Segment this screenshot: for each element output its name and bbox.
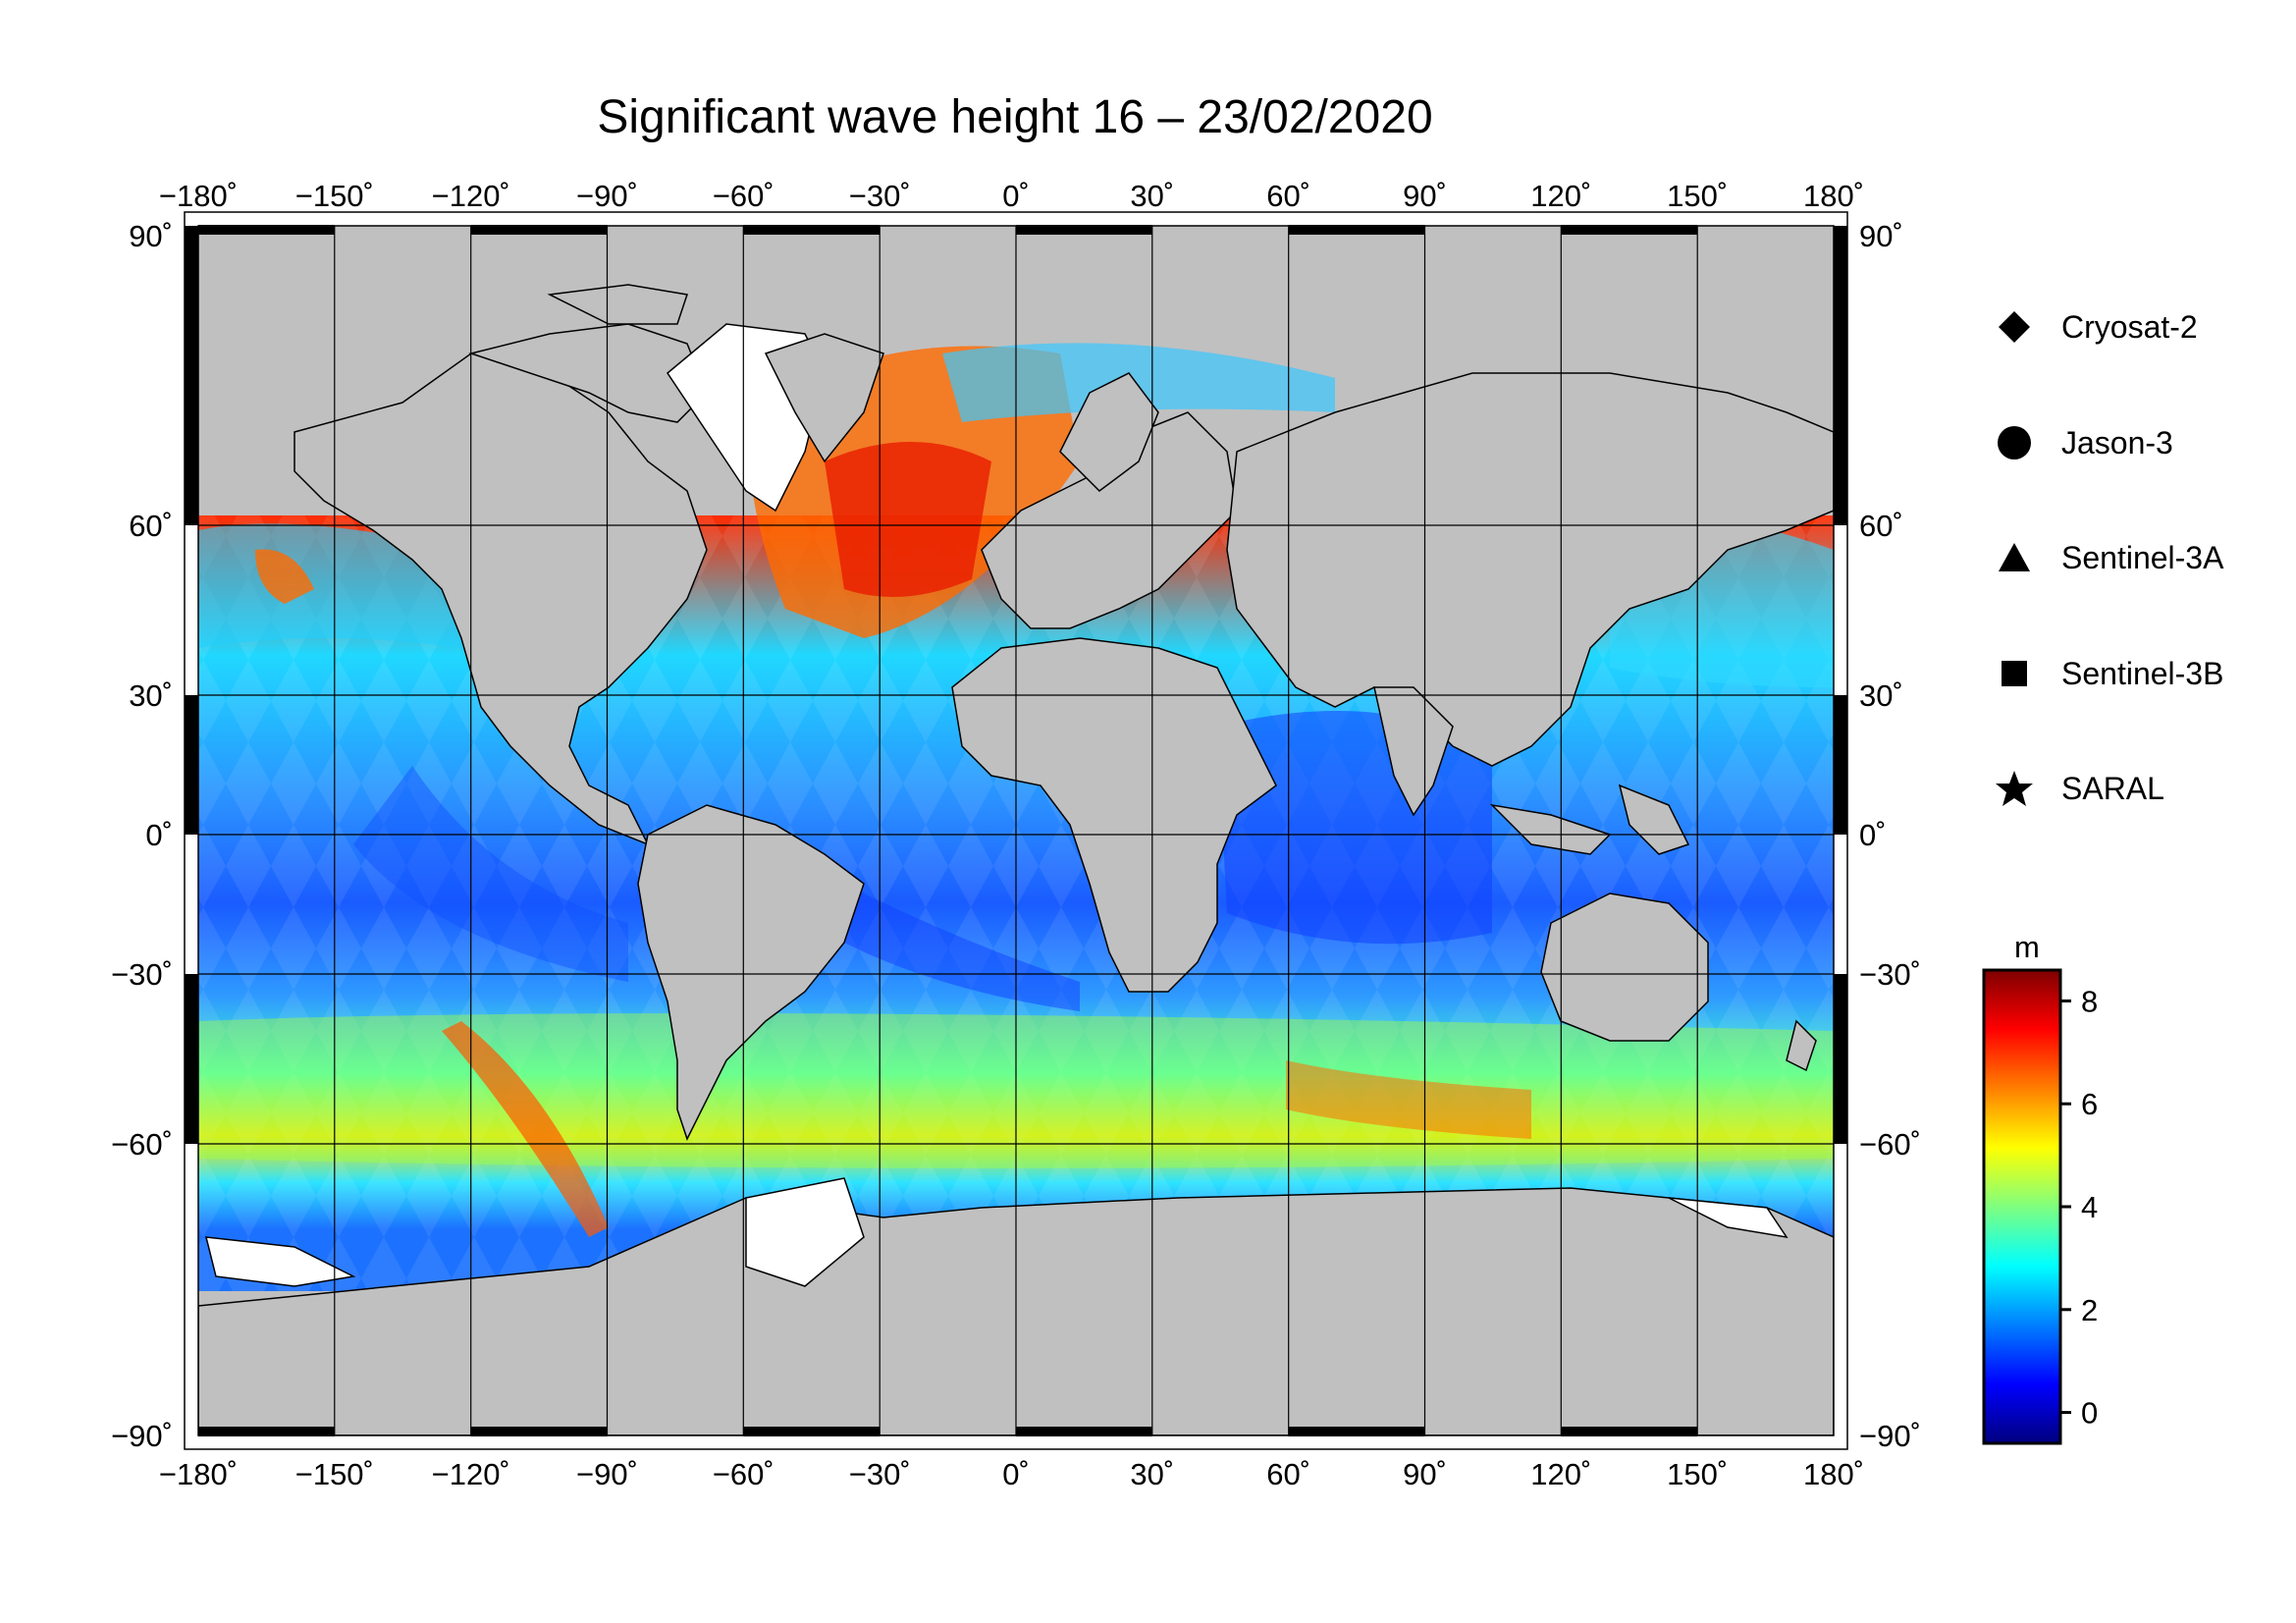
lat-tick-left: −30˚ <box>111 957 173 992</box>
lon-tick-bottom: 0˚ <box>1002 1457 1030 1491</box>
colorbar: m 8 6 4 2 0 <box>1982 930 2098 1445</box>
lon-tick-bottom: −150˚ <box>295 1457 374 1491</box>
lon-tick-bottom: −180˚ <box>159 1457 238 1491</box>
lat-tick-left: 60˚ <box>129 509 173 543</box>
colorbar-ticks: 8 6 4 2 0 <box>2060 984 2098 1431</box>
lat-tick-right: 0˚ <box>1859 818 1887 852</box>
star-icon <box>1993 767 2036 810</box>
triangle-icon <box>1993 536 2036 579</box>
lat-tick-left: 30˚ <box>129 678 173 713</box>
diamond-icon <box>1993 305 2036 349</box>
legend-item-jason-3: Jason-3 <box>1993 418 2173 467</box>
lon-tick-top: −90˚ <box>576 179 638 213</box>
lon-tick-top: 0˚ <box>1002 179 1030 213</box>
legend-label: Sentinel-3A <box>2061 539 2224 575</box>
lat-tick-left: 0˚ <box>145 818 173 852</box>
lon-tick-bottom: 150˚ <box>1667 1457 1728 1491</box>
lon-tick-top: 60˚ <box>1266 179 1310 213</box>
lat-tick-right: −60˚ <box>1859 1127 1921 1162</box>
lon-tick-top: 180˚ <box>1803 179 1864 213</box>
lon-ticks-bottom: −180˚ −150˚ −120˚ −90˚ −60˚ −30˚ 0˚ 30˚ … <box>159 1457 1864 1491</box>
colorbar-unit: m <box>2014 930 2040 964</box>
legend-label: Jason-3 <box>2061 424 2173 460</box>
lon-tick-bottom: 30˚ <box>1130 1457 1174 1491</box>
legend-label: Sentinel-3B <box>2061 655 2224 691</box>
lat-tick-left: −90˚ <box>111 1419 173 1453</box>
colorbar-tick-label: 0 <box>2081 1396 2098 1431</box>
lon-tick-top: −30˚ <box>849 179 911 213</box>
lon-tick-top: −120˚ <box>432 179 510 213</box>
colorbar-scale <box>1982 968 2062 1445</box>
lon-tick-bottom: −120˚ <box>432 1457 510 1491</box>
lon-tick-bottom: 180˚ <box>1803 1457 1864 1491</box>
lat-tick-right: 60˚ <box>1859 509 1903 543</box>
lon-tick-top: 120˚ <box>1530 179 1591 213</box>
map-title: Significant wave height 16 – 23/02/2020 <box>597 91 1433 143</box>
legend-label: Cryosat-2 <box>2061 308 2198 345</box>
circle-icon <box>1993 421 2036 464</box>
colorbar-tick-label: 6 <box>2081 1087 2098 1121</box>
lon-tick-bottom: 120˚ <box>1530 1457 1591 1491</box>
lon-tick-top: 150˚ <box>1667 179 1728 213</box>
lat-tick-right: 30˚ <box>1859 678 1903 713</box>
lon-tick-bottom: −60˚ <box>713 1457 774 1491</box>
lat-tick-right: −90˚ <box>1859 1419 1921 1453</box>
lat-tick-left: −60˚ <box>111 1127 173 1162</box>
lon-tick-bottom: 90˚ <box>1403 1457 1447 1491</box>
lon-tick-bottom: −90˚ <box>576 1457 638 1491</box>
colorbar-tick-label: 8 <box>2081 984 2098 1018</box>
legend-item-cryosat-2: Cryosat-2 <box>1993 302 2198 352</box>
lat-tick-right: −30˚ <box>1859 957 1921 992</box>
lon-tick-top: 30˚ <box>1130 179 1174 213</box>
lat-ticks-right: 90˚ 60˚ 30˚ 0˚ −30˚ −60˚ −90˚ <box>1859 219 1921 1453</box>
legend-item-sentinel-3b: Sentinel-3B <box>1993 649 2223 698</box>
lat-tick-left: 90˚ <box>129 219 173 253</box>
map-frame <box>184 211 1848 1450</box>
lon-tick-bottom: −30˚ <box>849 1457 911 1491</box>
lon-tick-top: −60˚ <box>713 179 774 213</box>
lon-tick-top: 90˚ <box>1403 179 1447 213</box>
colorbar-tick-label: 2 <box>2081 1293 2098 1327</box>
lat-ticks-left: 90˚ 60˚ 30˚ 0˚ −30˚ −60˚ −90˚ <box>111 219 173 1453</box>
lon-ticks-top: −180˚ −150˚ −120˚ −90˚ −60˚ −30˚ 0˚ 30˚ … <box>159 179 1864 213</box>
legend-item-sentinel-3a: Sentinel-3A <box>1993 533 2223 582</box>
legend-label: SARAL <box>2061 770 2164 806</box>
lat-tick-right: 90˚ <box>1859 219 1903 253</box>
lon-tick-top: −150˚ <box>295 179 374 213</box>
legend-item-saral: SARAL <box>1993 764 2164 813</box>
graticule <box>198 226 1834 1435</box>
lon-tick-top: −180˚ <box>159 179 238 213</box>
square-icon <box>1993 652 2036 695</box>
colorbar-tick-label: 4 <box>2081 1190 2098 1224</box>
lon-tick-bottom: 60˚ <box>1266 1457 1310 1491</box>
